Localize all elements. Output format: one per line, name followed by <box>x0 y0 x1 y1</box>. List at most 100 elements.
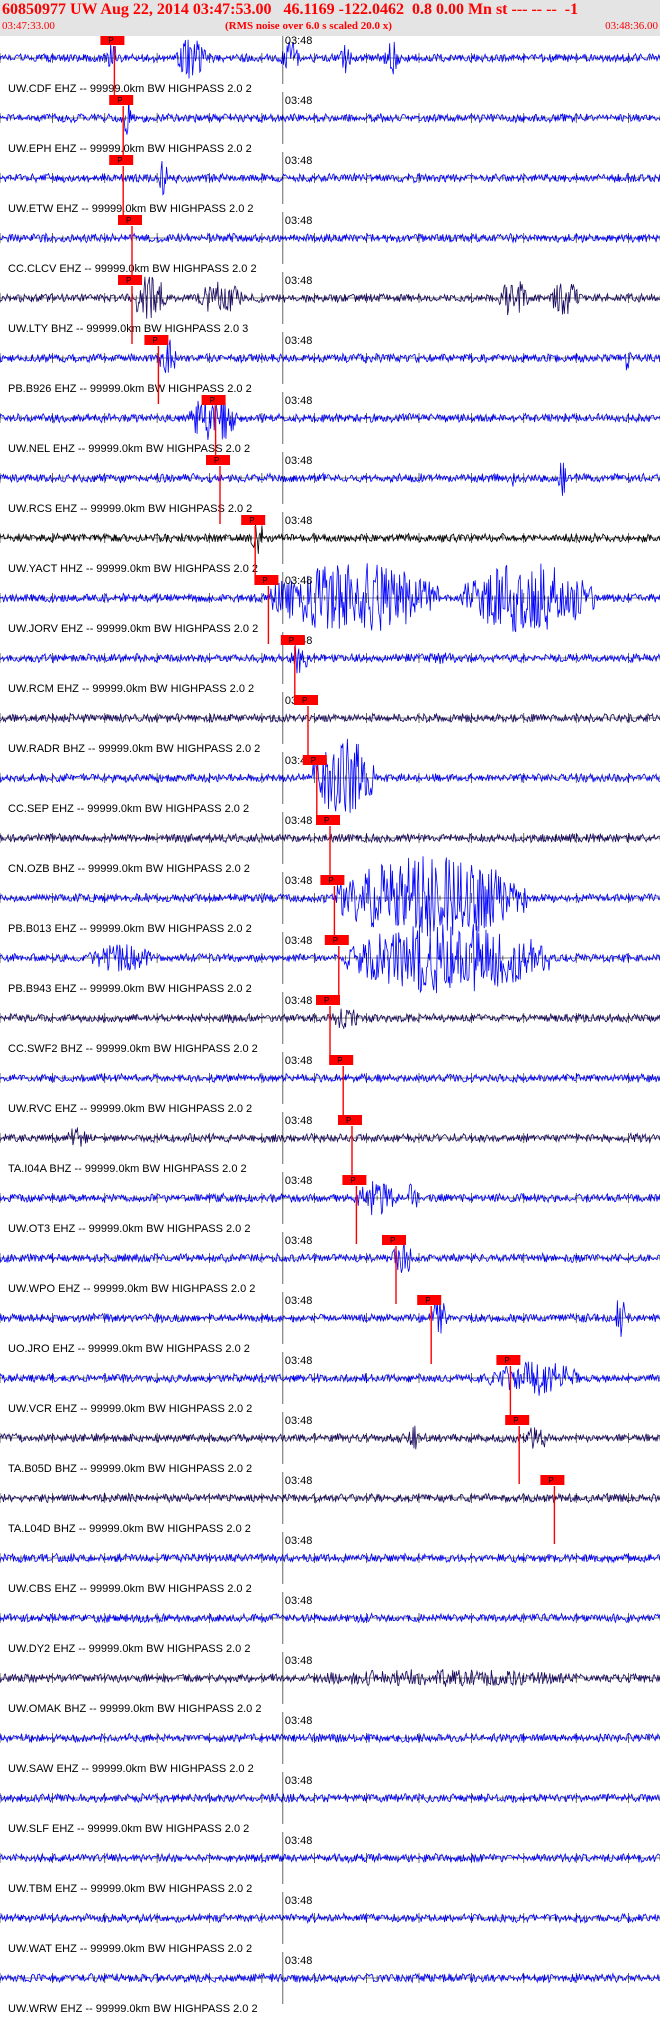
minute-label: 03:48 <box>285 995 313 1007</box>
trace-label: UW.SLF EHZ -- 99999.0km BW HIGHPASS 2.0 … <box>8 1823 249 1835</box>
trace-label: UW.EPH EHZ -- 99999.0km BW HIGHPASS 2.0 … <box>8 143 252 155</box>
minute-label: 03:48 <box>285 935 313 947</box>
waveform-trace <box>0 1911 660 1925</box>
minute-label: 03:48 <box>285 155 313 167</box>
waveform-trace <box>0 738 660 813</box>
pick-flag <box>254 575 279 585</box>
trace-label: TA.B05D BHZ -- 99999.0km BW HIGHPASS 2.0… <box>8 1463 252 1475</box>
pick-label: P <box>214 456 219 465</box>
pick-label: P <box>548 1476 553 1485</box>
trace-label: CN.OZB BHZ -- 99999.0km BW HIGHPASS 2.0 … <box>8 863 250 875</box>
trace-label: UW.ETW EHZ -- 99999.0km BW HIGHPASS 2.0 … <box>8 203 254 215</box>
minute-label: 03:48 <box>285 1355 313 1367</box>
pick-flag <box>201 395 226 405</box>
waveform-trace <box>0 1298 660 1337</box>
pick-flag <box>496 1355 521 1365</box>
trace-label: UW.CBS EHZ -- 99999.0km BW HIGHPASS 2.0 … <box>8 1583 252 1595</box>
pick-label: P <box>126 216 131 225</box>
noise-note: (RMS noise over 6.0 s scaled 20.0 x) <box>225 20 392 32</box>
waveform-trace <box>0 232 660 244</box>
record-header: 60850977 UW Aug 22, 2014 03:47:53.00 46.… <box>0 0 660 36</box>
waveform-trace <box>0 97 660 135</box>
trace-label: UW.OT3 EHZ -- 99999.0km BW HIGHPASS 2.0 … <box>8 1223 250 1235</box>
waveform-trace <box>0 924 660 994</box>
pick-flag <box>241 515 266 525</box>
waveform-trace <box>0 1852 660 1864</box>
pick-label: P <box>324 816 329 825</box>
waveform-trace <box>0 1669 660 1687</box>
minute-label: 03:48 <box>285 1835 313 1847</box>
trace-label: UW.WRW EHZ -- 99999.0km BW HIGHPASS 2.0 … <box>8 2003 258 2015</box>
waveform-trace <box>0 339 660 373</box>
pick-flag <box>382 1235 406 1245</box>
pick-label: P <box>210 396 215 405</box>
pick-label: P <box>302 696 307 705</box>
pick-flag <box>505 1415 530 1425</box>
pick-label: P <box>262 576 267 585</box>
minute-label: 03:48 <box>285 455 313 467</box>
minute-label: 03:48 <box>285 1895 313 1907</box>
minute-label: 03:48 <box>285 1655 313 1667</box>
pick-label: P <box>324 996 329 1005</box>
minute-label: 03:48 <box>285 815 313 827</box>
pick-flag <box>316 815 340 825</box>
trace-label: UW.CDF EHZ -- 99999.0km BW HIGHPASS 2.0 … <box>8 83 252 95</box>
pick-label: P <box>311 756 316 765</box>
trace-label: UW.VCR EHZ -- 99999.0km BW HIGHPASS 2.0 … <box>8 1403 252 1415</box>
trace-label: UW.SAW EHZ -- 99999.0km BW HIGHPASS 2.0 … <box>8 1763 254 1775</box>
trace-label: UW.RCS EHZ -- 99999.0km BW HIGHPASS 2.0 … <box>8 503 252 515</box>
trace-label: PB.B943 EHZ -- 99999.0km BW HIGHPASS 2.0… <box>8 983 252 995</box>
pick-flag <box>324 935 349 945</box>
pick-label: P <box>117 156 122 165</box>
waveform-trace <box>0 1425 660 1450</box>
pick-flag <box>320 875 345 885</box>
waveform-trace <box>0 1181 660 1216</box>
trace-label: UW.DY2 EHZ -- 99999.0km BW HIGHPASS 2.0 … <box>8 1643 250 1655</box>
pick-flag <box>417 1295 442 1305</box>
pick-label: P <box>337 1056 342 1065</box>
waveform-trace <box>0 1492 660 1504</box>
minute-label: 03:48 <box>285 1235 313 1247</box>
pick-label: P <box>390 1236 395 1245</box>
minute-label: 03:48 <box>285 515 313 527</box>
minute-label: 03:48 <box>285 215 313 227</box>
waveform-trace <box>0 39 660 79</box>
waveform-trace <box>0 644 660 674</box>
minute-label: 03:48 <box>285 395 313 407</box>
pick-flag <box>540 1475 565 1485</box>
seismogram-plot: 03:48 UW.CDF EHZ -- 99999.0km BW HIGHPASS… <box>0 36 660 2015</box>
pick-flag <box>118 215 142 225</box>
minute-label: 03:48 <box>285 1295 313 1307</box>
pick-flag <box>302 755 327 765</box>
trace-label: UW.RCM EHZ -- 99999.0km BW HIGHPASS 2.0 … <box>8 683 254 695</box>
pick-label: P <box>513 1416 518 1425</box>
waveform-trace <box>0 276 660 319</box>
trace-label: UW.NEL EHZ -- 99999.0km BW HIGHPASS 2.0 … <box>8 443 250 455</box>
waveform-trace <box>0 161 660 196</box>
minute-label: 03:48 <box>285 275 313 287</box>
pick-label: P <box>425 1296 430 1305</box>
pick-label: P <box>152 336 157 345</box>
minute-label: 03:48 <box>285 1055 313 1067</box>
minute-label: 03:48 <box>285 95 313 107</box>
minute-label: 03:48 <box>285 1955 313 1967</box>
pick-flag <box>280 635 305 645</box>
trace-label: PB.B926 EHZ -- 99999.0km BW HIGHPASS 2.0… <box>8 383 252 395</box>
pick-label: P <box>289 636 294 645</box>
waveform-trace <box>0 1127 660 1147</box>
trace-label: CC.SWF2 BHZ -- 99999.0km BW HIGHPASS 2.0… <box>8 1043 258 1055</box>
waveform-trace <box>0 1072 660 1084</box>
minute-label: 03:48 <box>285 1175 313 1187</box>
pick-label: P <box>504 1356 509 1365</box>
minute-label: 03:48 <box>285 575 313 587</box>
pick-flag <box>118 275 142 285</box>
minute-label: 03:48 <box>285 1715 313 1727</box>
pick-flag <box>100 36 125 45</box>
minute-label: 03:48 <box>285 1775 313 1787</box>
start-time: 03:47:33.00 <box>2 20 55 32</box>
pick-flag <box>338 1115 362 1125</box>
minute-label: 03:48 <box>285 1475 313 1487</box>
trace-label: UW.OMAK BHZ -- 99999.0km BW HIGHPASS 2.0… <box>8 1703 261 1715</box>
trace-label: UW.RADR BHZ -- 99999.0km BW HIGHPASS 2.0… <box>8 743 260 755</box>
pick-label: P <box>117 96 122 105</box>
